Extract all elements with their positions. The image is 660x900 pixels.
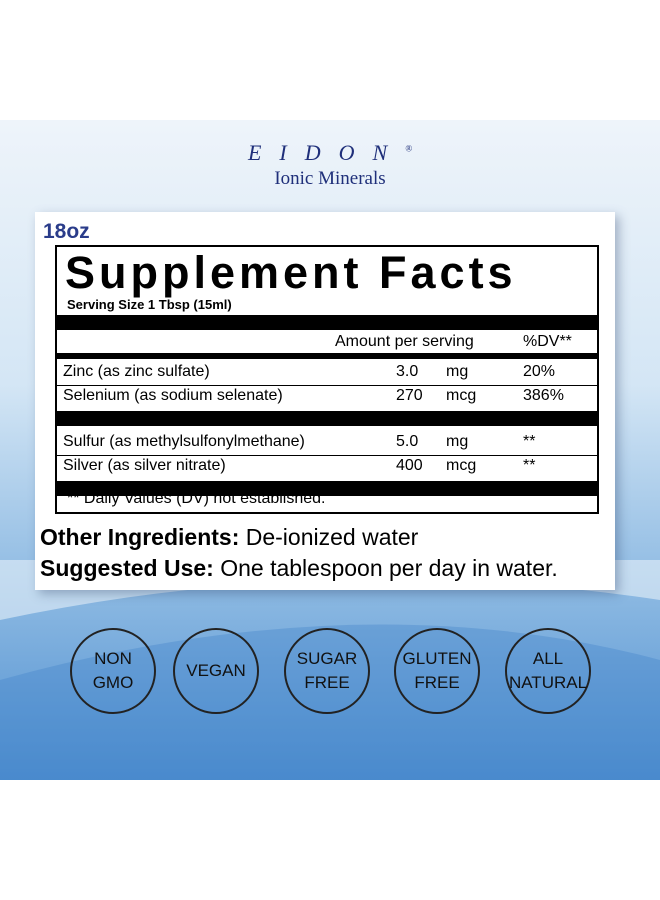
rule — [57, 315, 597, 330]
suggested-use: Suggested Use: One tablespoon per day in… — [40, 555, 558, 582]
cell: ** — [523, 433, 536, 450]
rule — [57, 481, 597, 496]
cell: 400 — [396, 457, 423, 474]
badge-text: FREE — [304, 673, 350, 692]
cell: 386% — [523, 387, 564, 404]
brand-mark: ® — [405, 143, 413, 154]
badge-text: VEGAN — [186, 661, 246, 680]
badge-text: ALL — [532, 649, 564, 668]
fact-row: Silver (as silver nitrate) 400 mcg ** — [63, 455, 591, 477]
rule — [57, 411, 597, 426]
cell: 270 — [396, 387, 423, 404]
logo: EIDON® Ionic Minerals — [0, 140, 660, 190]
cell: mg — [446, 433, 469, 450]
cell: mg — [446, 363, 469, 380]
label-card: 18oz Supplement Facts Serving Size 1 Tbs… — [35, 212, 615, 590]
fact-row: Selenium (as sodium selenate) 270 mcg 386% — [63, 385, 591, 407]
badge: NON GMO — [70, 628, 156, 714]
badge-text: NON — [94, 649, 132, 668]
badge-text: GMO — [92, 673, 134, 692]
cell: Sulfur (as methylsulfonylmethane) — [63, 433, 305, 450]
footnote: ** Daily Values (DV) not established. — [67, 490, 326, 507]
brand-name: EIDON — [247, 140, 406, 165]
badge: GLUTEN FREE — [394, 628, 480, 714]
ingredients: Other Ingredients: De-ionized water — [40, 524, 418, 551]
label: Suggested Use: — [40, 555, 214, 581]
serving-size: Serving Size 1 Tbsp (15ml) — [67, 297, 232, 312]
badge-text: GLUTEN — [402, 649, 472, 668]
cell: mcg — [446, 387, 477, 404]
rule — [57, 353, 597, 359]
cell: Selenium (as sodium selenate) — [63, 387, 283, 404]
label: Other Ingredients: — [40, 524, 240, 550]
cell: 5.0 — [396, 433, 419, 450]
cell: Silver (as silver nitrate) — [63, 457, 226, 474]
fact-row: Sulfur (as methylsulfonylmethane) 5.0 mg ** — [63, 431, 591, 453]
badge-text: SUGAR — [296, 649, 358, 668]
text: De-ionized water — [245, 524, 419, 550]
facts-title: Supplement Facts — [65, 247, 517, 298]
cell: 20% — [523, 363, 556, 380]
row-divider — [57, 455, 597, 456]
size: 18oz — [43, 220, 90, 243]
badge: SUGAR FREE — [284, 628, 370, 714]
brand-tagline: Ionic Minerals — [274, 168, 386, 189]
badge-text: FREE — [414, 673, 460, 692]
cell: mcg — [446, 457, 477, 474]
header: Amount per serving — [335, 333, 474, 350]
row-divider — [57, 385, 597, 386]
facts-box: Supplement Facts Serving Size 1 Tbsp (15… — [55, 245, 599, 514]
header: %DV** — [523, 333, 572, 350]
header-row: Amount per serving %DV** — [63, 331, 591, 353]
cell: Zinc (as zinc sulfate) — [63, 363, 210, 380]
badge: VEGAN — [173, 628, 259, 714]
badge: ALL NATURAL — [505, 628, 591, 714]
badge-text: NATURAL — [508, 673, 588, 692]
text: One tablespoon per day in water. — [220, 555, 558, 581]
cell: ** — [523, 457, 536, 474]
fact-row: Zinc (as zinc sulfate) 3.0 mg 20% — [63, 361, 591, 383]
cell: 3.0 — [396, 363, 419, 380]
